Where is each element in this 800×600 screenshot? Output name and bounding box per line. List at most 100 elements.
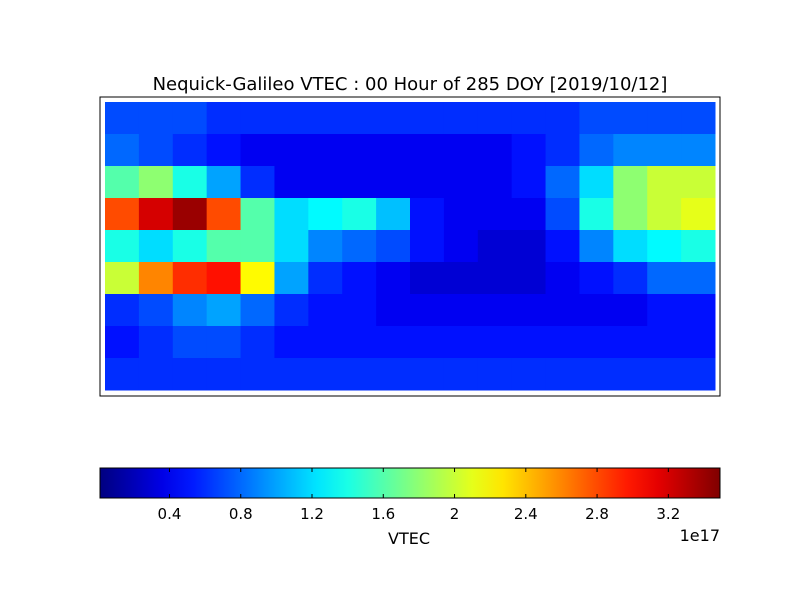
heatmap-cell <box>206 166 242 199</box>
colorbar-tick-label: 0.8 <box>229 505 253 523</box>
heatmap-cell <box>274 166 309 199</box>
heatmap <box>105 102 716 391</box>
map-frame <box>99 96 721 397</box>
heatmap-cell <box>342 294 377 327</box>
heatmap-cell <box>681 102 716 135</box>
heatmap-cell <box>206 134 242 167</box>
heatmap-cell <box>240 358 275 391</box>
heatmap-cell <box>240 294 275 327</box>
heatmap-cell <box>477 294 513 327</box>
heatmap-cell <box>172 134 208 167</box>
heatmap-cell <box>308 326 343 359</box>
heatmap-cell <box>206 102 242 135</box>
heatmap-cell <box>240 102 275 135</box>
heatmap-cell <box>410 134 445 167</box>
heatmap-cell <box>410 326 445 359</box>
heatmap-cell <box>172 102 208 135</box>
heatmap-cell <box>579 326 614 359</box>
heatmap-cell <box>410 294 445 327</box>
heatmap-cell <box>376 166 411 199</box>
heatmap-cell <box>308 358 343 391</box>
heatmap-cell <box>681 358 716 391</box>
heatmap-cell <box>613 198 648 231</box>
heatmap-cell <box>511 134 547 167</box>
heatmap-cell <box>410 166 445 199</box>
heatmap-cell <box>274 326 309 359</box>
colorbar-tick-label: 1.2 <box>300 505 324 523</box>
heatmap-cell <box>138 358 174 391</box>
heatmap-cell <box>172 262 208 295</box>
chart-title: Nequick-Galileo VTEC : 00 Hour of 285 DO… <box>153 74 668 95</box>
heatmap-cell <box>545 294 580 327</box>
heatmap-cell <box>613 102 648 135</box>
heatmap-cell <box>647 326 682 359</box>
heatmap-cell <box>477 166 513 199</box>
heatmap-cell <box>477 262 513 295</box>
heatmap-cell <box>511 230 547 263</box>
heatmap-cell <box>545 326 580 359</box>
heatmap-cell <box>240 262 275 295</box>
heatmap-cell <box>681 262 716 295</box>
heatmap-cell <box>138 198 174 231</box>
heatmap-cell <box>274 134 309 167</box>
heatmap-cell <box>274 358 309 391</box>
heatmap-cell <box>274 262 309 295</box>
heatmap-cell <box>647 102 682 135</box>
heatmap-cell <box>443 134 479 167</box>
heatmap-cell <box>105 134 140 167</box>
heatmap-cell <box>206 358 242 391</box>
heatmap-cell <box>545 198 580 231</box>
heatmap-cell <box>443 294 479 327</box>
heatmap-cell <box>308 294 343 327</box>
heatmap-cell <box>172 294 208 327</box>
heatmap-cell <box>511 294 547 327</box>
heatmap-cell <box>138 230 174 263</box>
heatmap-cell <box>240 326 275 359</box>
heatmap-cell <box>647 198 682 231</box>
heatmap-cell <box>410 358 445 391</box>
heatmap-cell <box>410 102 445 135</box>
heatmap-cell <box>342 134 377 167</box>
heatmap-cell <box>579 102 614 135</box>
heatmap-cell <box>681 198 716 231</box>
heatmap-cell <box>274 230 309 263</box>
colorbar-tick-label: 3.2 <box>656 505 680 523</box>
heatmap-cell <box>172 358 208 391</box>
heatmap-cell <box>477 358 513 391</box>
heatmap-cell <box>545 102 580 135</box>
heatmap-cell <box>545 358 580 391</box>
heatmap-cell <box>647 166 682 199</box>
heatmap-cell <box>138 134 174 167</box>
heatmap-cell <box>172 326 208 359</box>
colorbar-tick-label: 2.8 <box>585 505 609 523</box>
heatmap-cell <box>613 326 648 359</box>
heatmap-cell <box>342 230 377 263</box>
heatmap-cell <box>647 262 682 295</box>
colorbar-label: VTEC <box>388 529 430 548</box>
heatmap-cell <box>647 294 682 327</box>
heatmap-cell <box>443 198 479 231</box>
heatmap-cell <box>342 102 377 135</box>
colorbar-tick-label: 2 <box>450 505 460 523</box>
heatmap-cell <box>240 166 275 199</box>
heatmap-cell <box>172 198 208 231</box>
heatmap-cell <box>308 198 343 231</box>
heatmap-cell <box>308 166 343 199</box>
heatmap-cell <box>613 230 648 263</box>
heatmap-cell <box>206 262 242 295</box>
heatmap-cell <box>105 230 140 263</box>
heatmap-cell <box>206 230 242 263</box>
heatmap-cell <box>647 358 682 391</box>
heatmap-cell <box>138 326 174 359</box>
colorbar-offset: 1e17 <box>680 526 720 545</box>
heatmap-cell <box>443 358 479 391</box>
heatmap-cell <box>342 166 377 199</box>
heatmap-cell <box>477 102 513 135</box>
heatmap-cell <box>511 326 547 359</box>
heatmap-cell <box>579 262 614 295</box>
heatmap-cell <box>105 102 140 135</box>
heatmap-cell <box>443 230 479 263</box>
heatmap-cell <box>410 230 445 263</box>
heatmap-cell <box>511 198 547 231</box>
heatmap-cell <box>138 294 174 327</box>
